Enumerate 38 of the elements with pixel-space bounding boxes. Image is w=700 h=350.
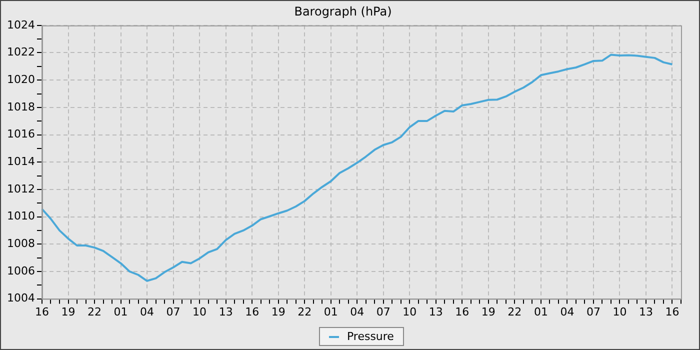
x-tick-label: 19 bbox=[481, 305, 496, 318]
x-tick-label: 07 bbox=[586, 305, 600, 318]
x-tick-label: 01 bbox=[324, 305, 338, 318]
x-tick-label: 22 bbox=[88, 305, 102, 318]
x-tick-label: 22 bbox=[508, 305, 522, 318]
x-tick-label: 22 bbox=[298, 305, 312, 318]
x-tick-label: 01 bbox=[114, 305, 128, 318]
x-tick-label: 19 bbox=[271, 305, 286, 318]
y-tick-label: 1018 bbox=[6, 100, 35, 114]
x-tick-label: 13 bbox=[638, 305, 653, 318]
y-tick-label: 1010 bbox=[6, 210, 35, 223]
x-tick-label: 16 bbox=[245, 305, 260, 318]
x-tick-label: 01 bbox=[534, 305, 548, 318]
y-tick-label: 1006 bbox=[6, 264, 35, 278]
x-tick-label: 16 bbox=[665, 305, 680, 318]
x-tick-label: 10 bbox=[192, 305, 207, 318]
chart-title: Barograph (hPa) bbox=[294, 4, 392, 18]
x-tick-label: 10 bbox=[612, 305, 627, 318]
x-tick-label: 16 bbox=[455, 305, 470, 318]
x-tick-label: 10 bbox=[402, 305, 417, 318]
x-tick-label: 07 bbox=[166, 305, 180, 318]
x-tick-label: 16 bbox=[34, 305, 49, 318]
x-tick-label: 04 bbox=[140, 305, 154, 318]
y-tick-label: 1004 bbox=[6, 292, 35, 305]
y-tick-label: 1014 bbox=[6, 154, 35, 168]
x-tick-label: 13 bbox=[428, 305, 443, 318]
y-tick-label: 1022 bbox=[6, 46, 35, 59]
x-tick-label: 04 bbox=[350, 305, 364, 318]
x-tick-label: 13 bbox=[218, 305, 233, 318]
y-tick-label: 1024 bbox=[6, 18, 35, 32]
y-tick-label: 1016 bbox=[6, 128, 35, 141]
x-tick-label: 04 bbox=[560, 305, 574, 318]
x-tick-label: 07 bbox=[376, 305, 390, 318]
x-tick-label: 19 bbox=[61, 305, 76, 318]
y-tick-label: 1012 bbox=[6, 182, 35, 196]
y-tick-label: 1008 bbox=[6, 236, 35, 250]
legend-label: Pressure bbox=[346, 330, 394, 343]
y-tick-label: 1020 bbox=[6, 72, 35, 86]
